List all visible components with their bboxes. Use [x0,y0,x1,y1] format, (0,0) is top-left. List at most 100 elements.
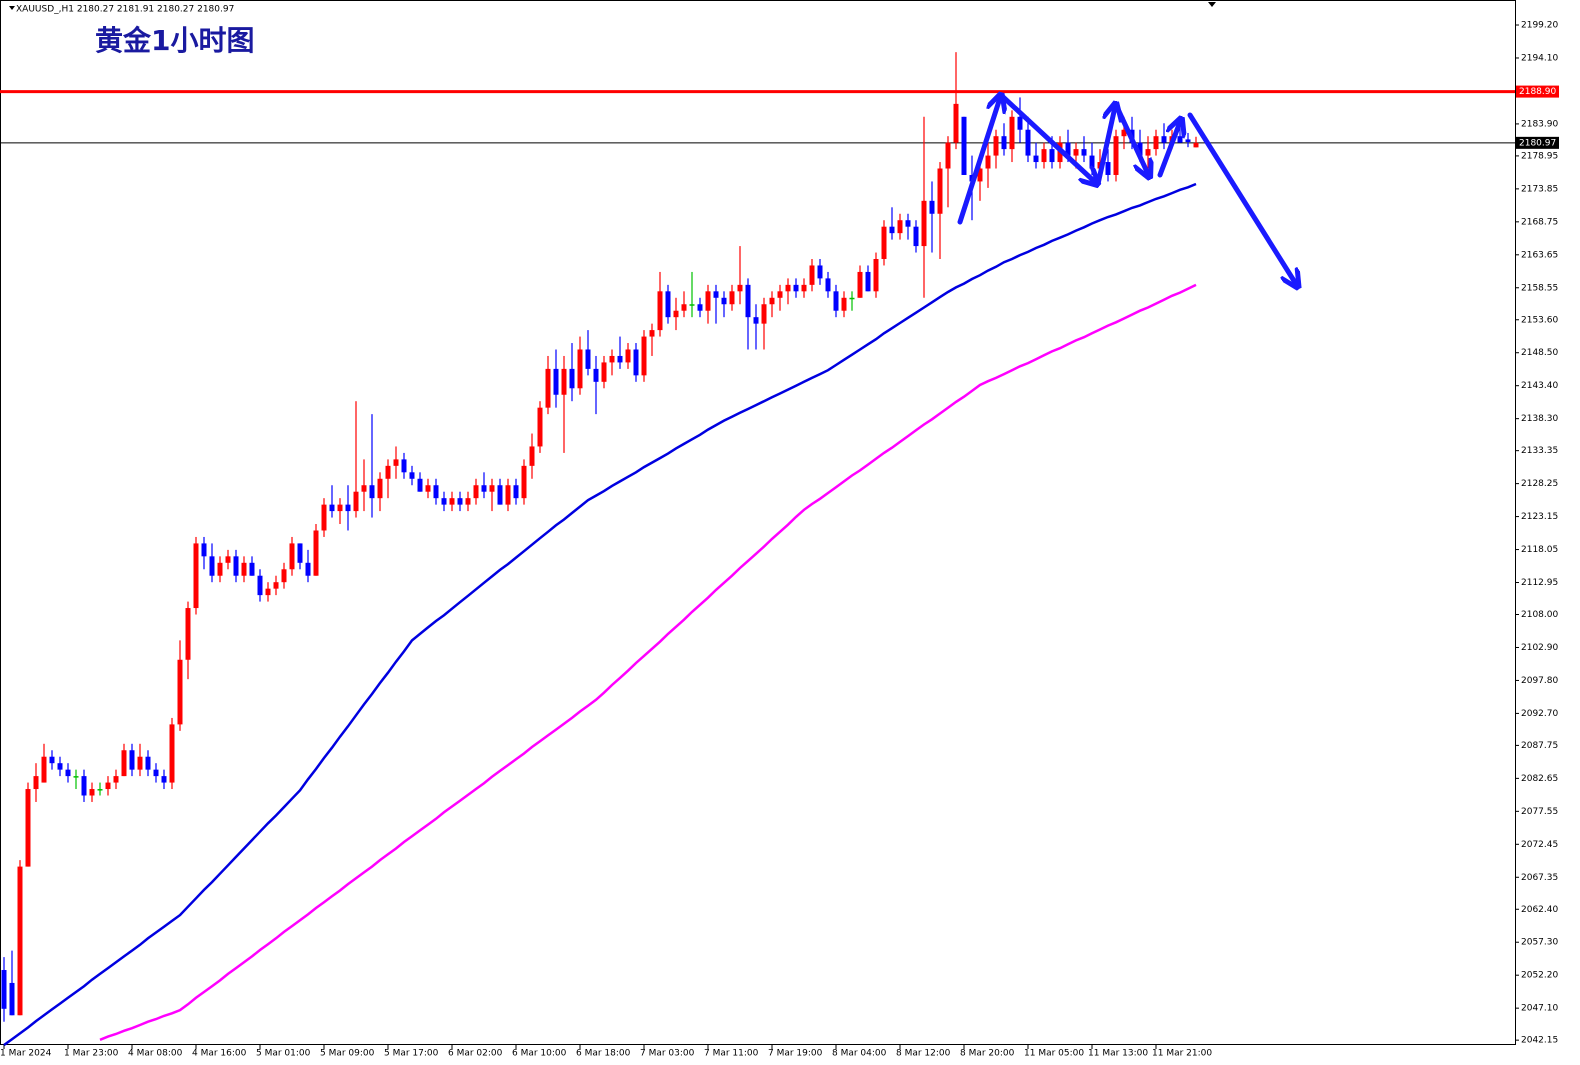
candle-body [625,349,631,363]
candle-body [153,769,159,777]
y-tick-label: 2194.10 [1521,53,1558,63]
x-tick-label: 1 Mar 23:00 [64,1049,119,1059]
candle-body [817,265,823,279]
candle-body [897,220,903,234]
candle-body [569,368,575,389]
candle-body [257,575,263,596]
candle-body [89,789,95,796]
candle-body [1089,155,1095,169]
candle-body [801,284,807,292]
x-tick-label: 5 Mar 09:00 [320,1049,375,1059]
candle-body [409,472,415,479]
y-tick-label: 2087.75 [1521,741,1558,751]
candle-body [441,498,447,505]
candle-body [545,368,551,408]
candle-body [737,284,743,292]
candle-body [665,291,671,318]
candle-body [1137,142,1143,156]
candle-body [977,168,983,182]
candle-body [377,478,383,499]
candle-body [1161,136,1167,143]
arrow [999,93,1095,182]
candle-body [225,556,231,563]
candle-body [17,866,23,1016]
candle-body [1193,142,1199,148]
candle-body [1113,136,1119,175]
candle-body [49,756,55,764]
candle-body [769,297,775,305]
candle-body [65,769,71,777]
x-tick-label: 8 Mar 12:00 [896,1049,951,1059]
candle-body [417,478,423,492]
candle-body [865,271,871,292]
candle-body [785,284,791,292]
shift-marker [1208,2,1216,7]
candle-body [401,459,407,473]
candle-body [921,200,927,247]
candle-body [1185,139,1191,143]
y-tick-label: 2123.15 [1521,512,1558,522]
y-tick-label: 2062.40 [1521,905,1558,915]
candle-body [745,284,751,318]
x-tick-label: 7 Mar 19:00 [768,1049,823,1059]
candle-body [369,485,375,499]
candle-body [497,485,503,505]
candle-body [9,982,15,1016]
price-label-box [1516,136,1559,149]
x-tick-label: 6 Mar 10:00 [512,1049,567,1059]
price-label-box [1516,85,1559,98]
x-tick-label: 11 Mar 21:00 [1152,1049,1212,1059]
candle-body [393,459,399,466]
candle-body [97,789,103,791]
y-tick-label: 2133.35 [1521,446,1558,456]
y-tick-label: 2183.90 [1521,119,1558,129]
candle-body [137,756,143,770]
candle-body [177,659,183,725]
y-tick-label: 2072.45 [1521,840,1558,850]
candle-body [593,368,599,382]
candle-body [353,491,359,512]
candle-body [305,562,311,576]
candle-body [657,291,663,331]
y-tick-label: 2153.60 [1521,315,1558,325]
candle-body [1105,162,1111,175]
x-tick-label: 6 Mar 02:00 [448,1049,503,1059]
candle-body [145,756,151,770]
arrow [1187,112,1296,284]
candle-body [313,530,319,576]
candle-body [249,562,255,576]
candle-body [121,750,127,777]
candle-body [953,103,959,143]
candle-body [1025,129,1031,156]
price-label: 2180.97 [1519,138,1556,148]
candle-body [385,465,391,479]
candle-body [777,291,783,298]
arrow [1114,104,1148,174]
price-label: 2188.90 [1519,87,1556,97]
candle-body [129,750,135,770]
y-tick-label: 2168.75 [1521,217,1558,227]
y-tick-label: 2118.05 [1521,545,1558,555]
y-tick-label: 2092.70 [1521,709,1558,719]
candle-body [937,168,943,214]
candle-body [697,304,703,311]
y-tick-label: 2148.50 [1521,348,1558,358]
candle-body [201,543,207,557]
x-tick-label: 11 Mar 05:00 [1024,1049,1084,1059]
candle-body [481,485,487,492]
candle-body [345,504,351,512]
candle-body [113,776,119,783]
candle-body [425,485,431,492]
candle-body [105,782,111,790]
header-icon [9,6,15,10]
candle-body [809,265,815,285]
y-tick-label: 2052.20 [1521,971,1558,981]
y-tick-label: 2047.10 [1521,1004,1558,1014]
ma-line [3,182,1197,1047]
arrow [957,98,1000,225]
candle-body [729,291,735,305]
candle-body [297,543,303,563]
arrow [1095,107,1115,187]
y-tick-label: 2173.85 [1521,184,1558,194]
candle-body [649,330,655,337]
